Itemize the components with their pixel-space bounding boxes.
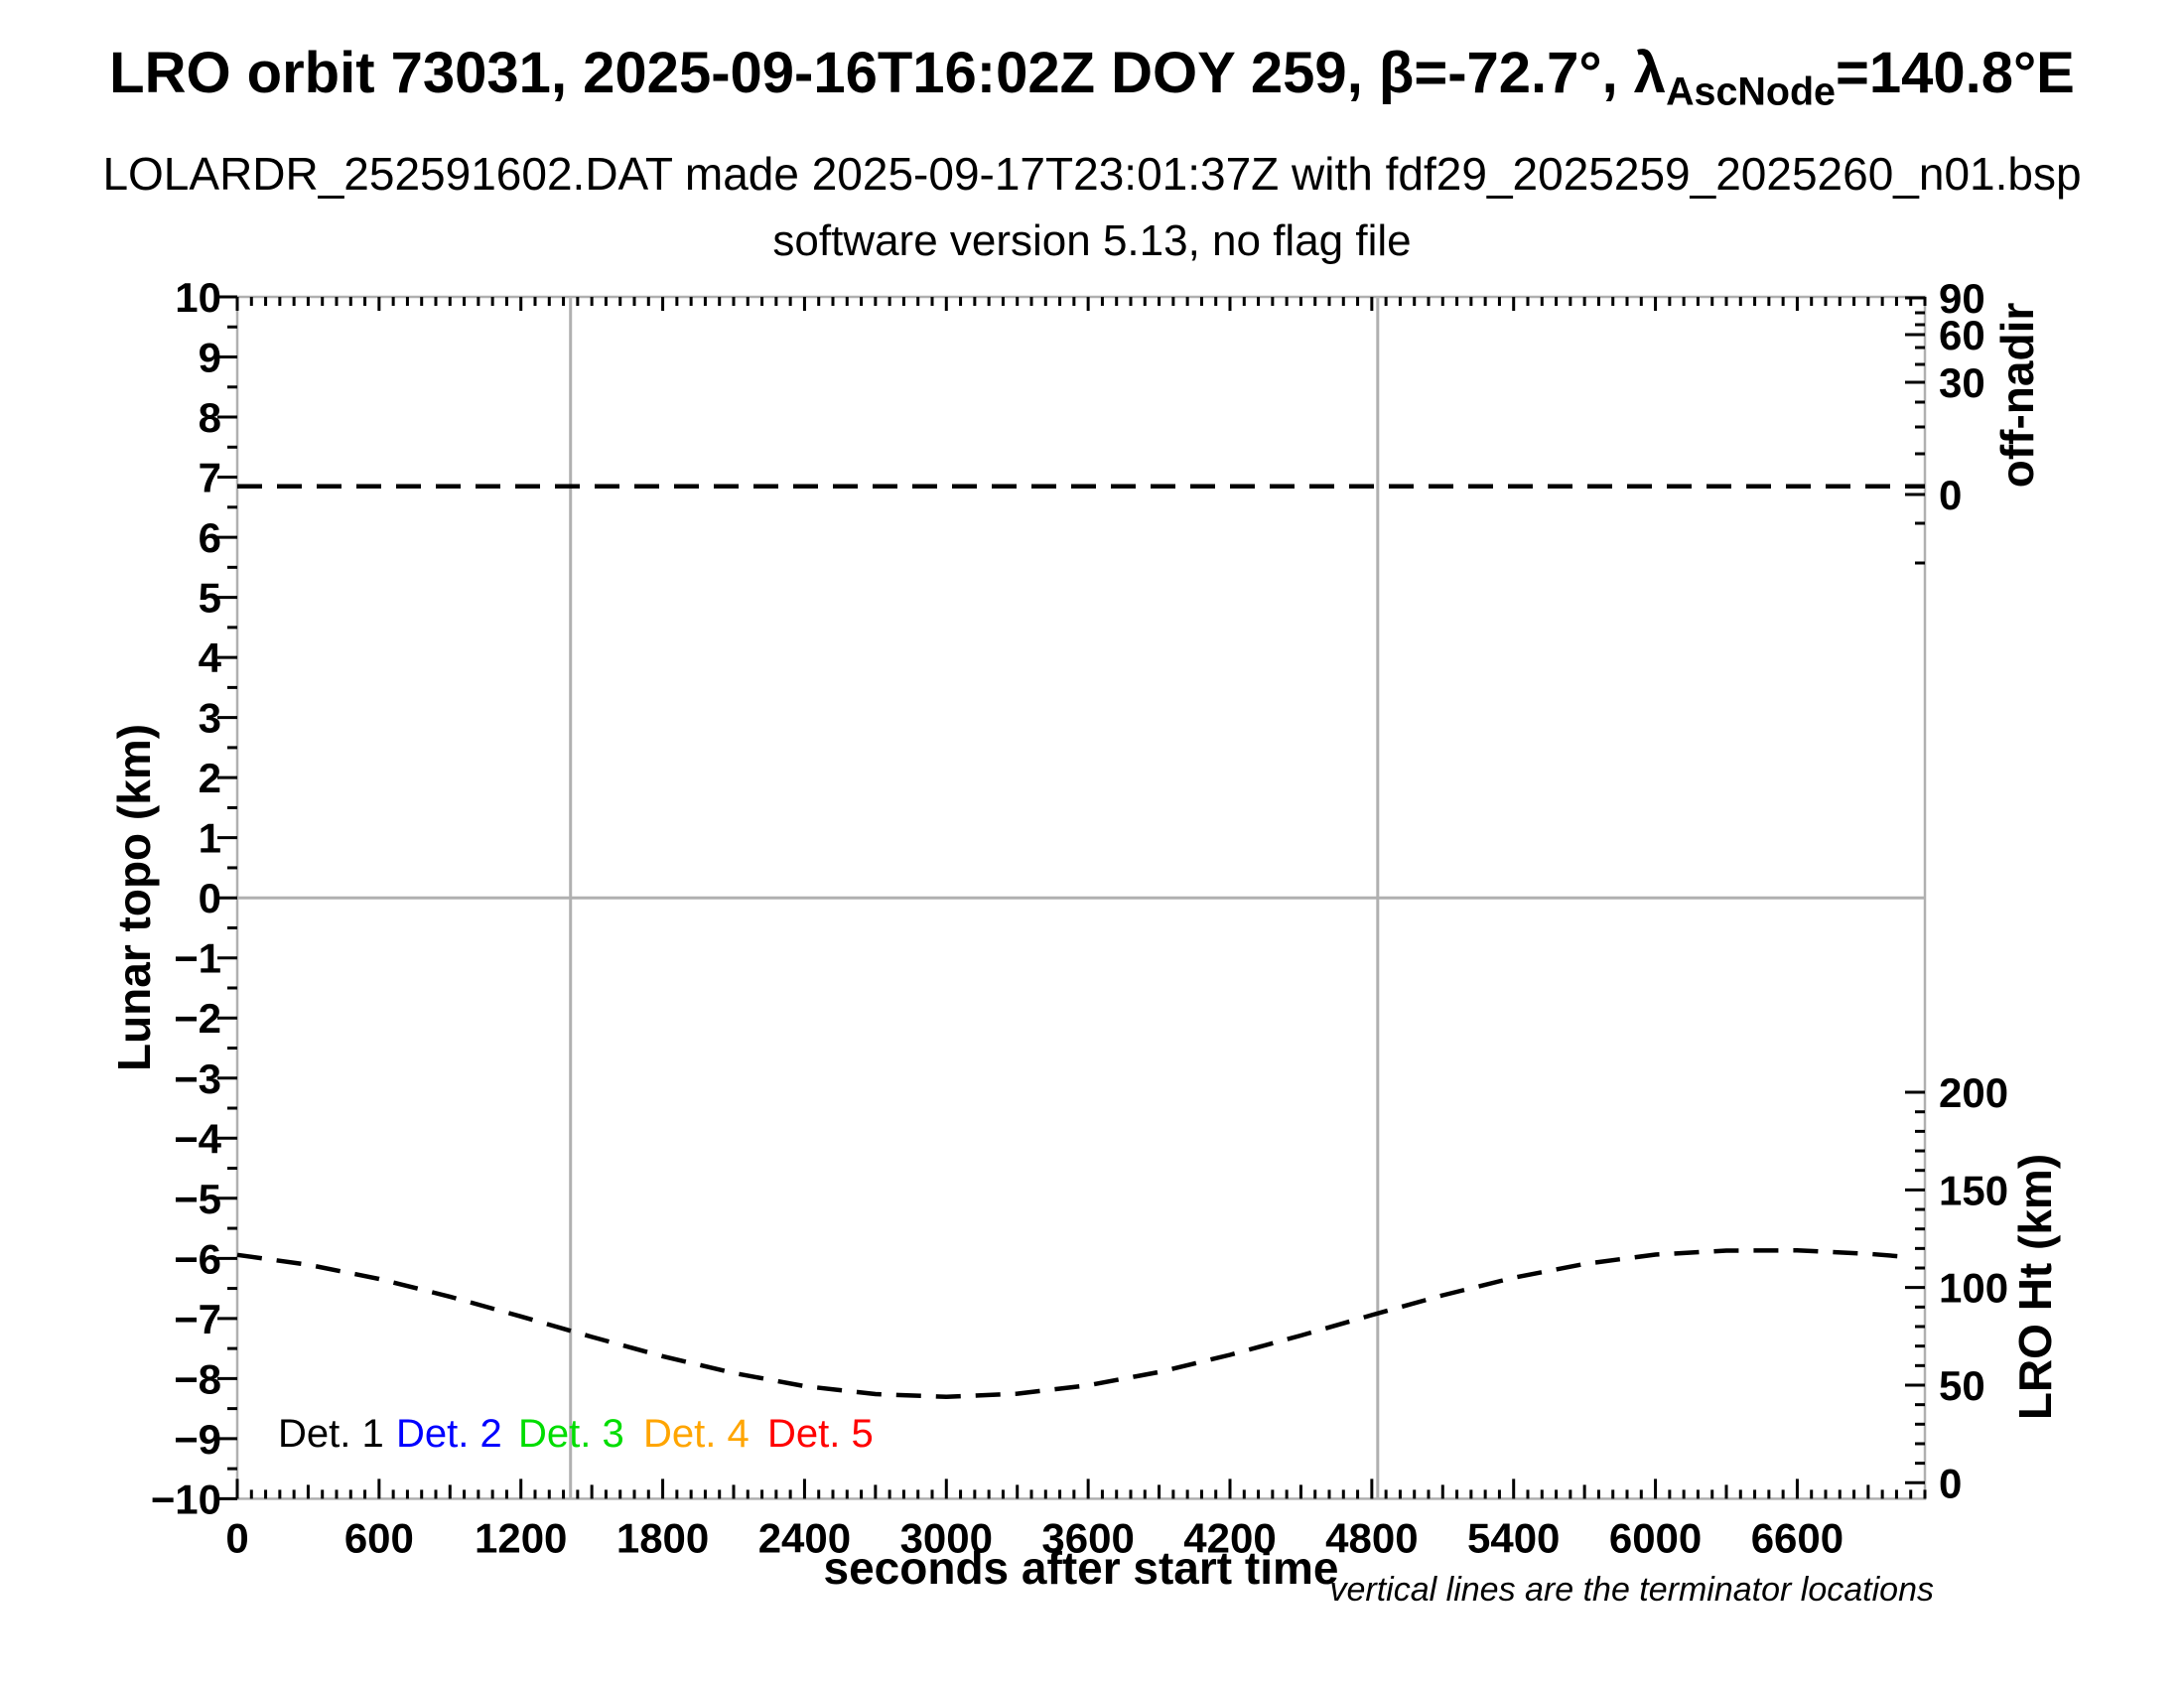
y-axis-label-off-nadir: off-nadir (1991, 302, 2043, 489)
tick-label: 4 (199, 634, 222, 681)
tick-label: 4800 (1325, 1514, 1418, 1561)
tick-label: 0 (225, 1514, 248, 1561)
tick-label: 8 (199, 394, 221, 441)
tick-label: 5400 (1467, 1514, 1560, 1561)
x-axis-label: seconds after start time (823, 1542, 1339, 1594)
tick-label: 600 (344, 1514, 414, 1561)
tick-label: −8 (174, 1355, 221, 1402)
tick-label: 0 (1939, 472, 1962, 518)
tick-label: 1800 (616, 1514, 709, 1561)
legend-item-det2: Det. 2 (396, 1412, 502, 1456)
series-ht (236, 1248, 1904, 1400)
tick-label: 6000 (1609, 1514, 1702, 1561)
tick-label: 200 (1939, 1069, 2008, 1116)
tick-label: 150 (1939, 1167, 2008, 1213)
legend-item-det4: Det. 4 (643, 1412, 750, 1456)
y-right-ht-ticks: 0 50 100 150 200 (1905, 1069, 2008, 1506)
tick-label: 30 (1939, 359, 1985, 406)
tick-label: −6 (174, 1235, 221, 1282)
y-axis-label-lro-ht: LRO Ht (km) (2009, 1153, 2061, 1421)
tick-label: −9 (174, 1416, 221, 1463)
tick-label: −3 (174, 1055, 221, 1102)
gridlines (237, 297, 1925, 1499)
tick-label: −2 (174, 995, 221, 1042)
subtitle-filename: LOLARDR_252591602.DAT made 2025-09-17T23… (102, 148, 2082, 200)
tick-label: 1200 (475, 1514, 567, 1561)
tick-label: 7 (199, 455, 221, 501)
terminator-footnote: vertical lines are the terminator locati… (1329, 1571, 1935, 1609)
tick-label: 50 (1939, 1362, 1985, 1409)
x-axis-ticks: 0 600 1200 1800 2400 3000 3600 4200 4800 5400 6000… (225, 297, 1927, 1561)
tick-label: −5 (174, 1176, 221, 1222)
title-text-2: =140.8°E (1835, 41, 2075, 105)
tick-label: 3000 (900, 1514, 993, 1561)
tick-label: 6600 (1751, 1514, 1843, 1561)
title-subscript: AscNode (1666, 70, 1836, 114)
tick-label: −7 (174, 1296, 221, 1342)
subtitle-software-version: software version 5.13, no flag file (772, 216, 1412, 265)
tick-label: 0 (1939, 1460, 1962, 1506)
y-axis-label-lunar-topo: Lunar topo (km) (108, 723, 160, 1072)
tick-label: 0 (199, 875, 221, 921)
tick-label: 3 (199, 695, 221, 742)
tick-label: 2 (199, 755, 221, 801)
tick-label: 3600 (1041, 1514, 1134, 1561)
tick-label: 60 (1939, 312, 1985, 358)
page-title: LRO orbit 73031, 2025-09-16T16:02Z DOY 2… (0, 40, 2184, 115)
tick-label: −10 (151, 1476, 221, 1522)
tick-label: 9 (199, 335, 221, 381)
legend-item-det5: Det. 5 (767, 1412, 874, 1456)
tick-label: 6 (199, 514, 221, 561)
tick-label: −1 (174, 935, 221, 982)
tick-label: 1 (199, 815, 221, 862)
legend-item-det1: Det. 1 (278, 1412, 384, 1456)
tick-label: 2400 (758, 1514, 851, 1561)
tick-label: 10 (175, 274, 221, 321)
tick-label: 4200 (1183, 1514, 1276, 1561)
legend-item-det3: Det. 3 (518, 1412, 624, 1456)
tick-label: 100 (1939, 1265, 2008, 1312)
tick-label: 5 (199, 575, 221, 622)
tick-label: −4 (174, 1115, 222, 1162)
tick-label: 90 (1939, 275, 1985, 322)
title-text: LRO orbit 73031, 2025-09-16T16:02Z DOY 2… (109, 41, 1667, 105)
